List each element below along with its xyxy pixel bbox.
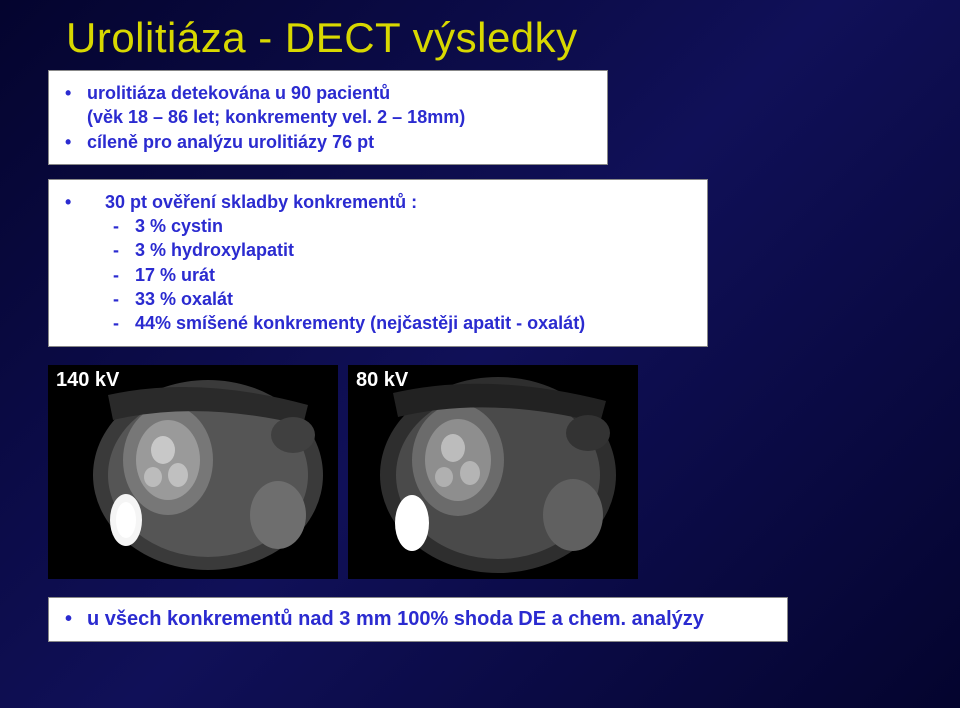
ct-image-140kv: 140 kV <box>48 365 338 579</box>
analysis-header-text: 30 pt ověření skladby konkrementů : <box>87 192 417 212</box>
conclusion-box: u všech konkrementů nad 3 mm 100% shoda … <box>48 597 788 642</box>
analysis-box: 30 pt ověření skladby konkrementů : 3 % … <box>48 179 708 347</box>
intro-box: urolitiáza detekována u 90 pacientů (věk… <box>48 70 608 165</box>
intro-text-1: urolitiáza detekována u 90 pacientů <box>87 83 390 103</box>
analysis-item-2: 3 % hydroxylapatit <box>105 238 693 262</box>
intro-item-1: urolitiáza detekována u 90 pacientů (věk… <box>63 81 593 130</box>
kv-label-140: 140 kV <box>56 369 119 392</box>
analysis-item-1: 3 % cystin <box>105 214 693 238</box>
ct-image-80kv: 80 kV <box>348 365 638 579</box>
analysis-item-4: 33 % oxalát <box>105 287 693 311</box>
analysis-header: 30 pt ověření skladby konkrementů : 3 % … <box>63 190 693 336</box>
slide-title: Urolitiáza - DECT výsledky <box>66 14 920 62</box>
kv-label-80: 80 kV <box>356 369 408 392</box>
ct-images-row: 140 kV 80 kV <box>48 365 920 579</box>
ct-scan-right-icon <box>348 365 638 579</box>
intro-text-1b: (věk 18 – 86 let; konkrementy vel. 2 – 1… <box>87 107 465 127</box>
conclusion-item: u všech konkrementů nad 3 mm 100% shoda … <box>63 608 773 631</box>
ct-scan-left-icon <box>48 365 338 579</box>
analysis-item-5: 44% smíšené konkrementy (nejčastěji apat… <box>105 311 693 335</box>
analysis-item-3: 17 % urát <box>105 263 693 287</box>
intro-item-2: cíleně pro analýzu urolitiázy 76 pt <box>63 130 593 154</box>
slide: Urolitiáza - DECT výsledky urolitiáza de… <box>0 0 960 708</box>
